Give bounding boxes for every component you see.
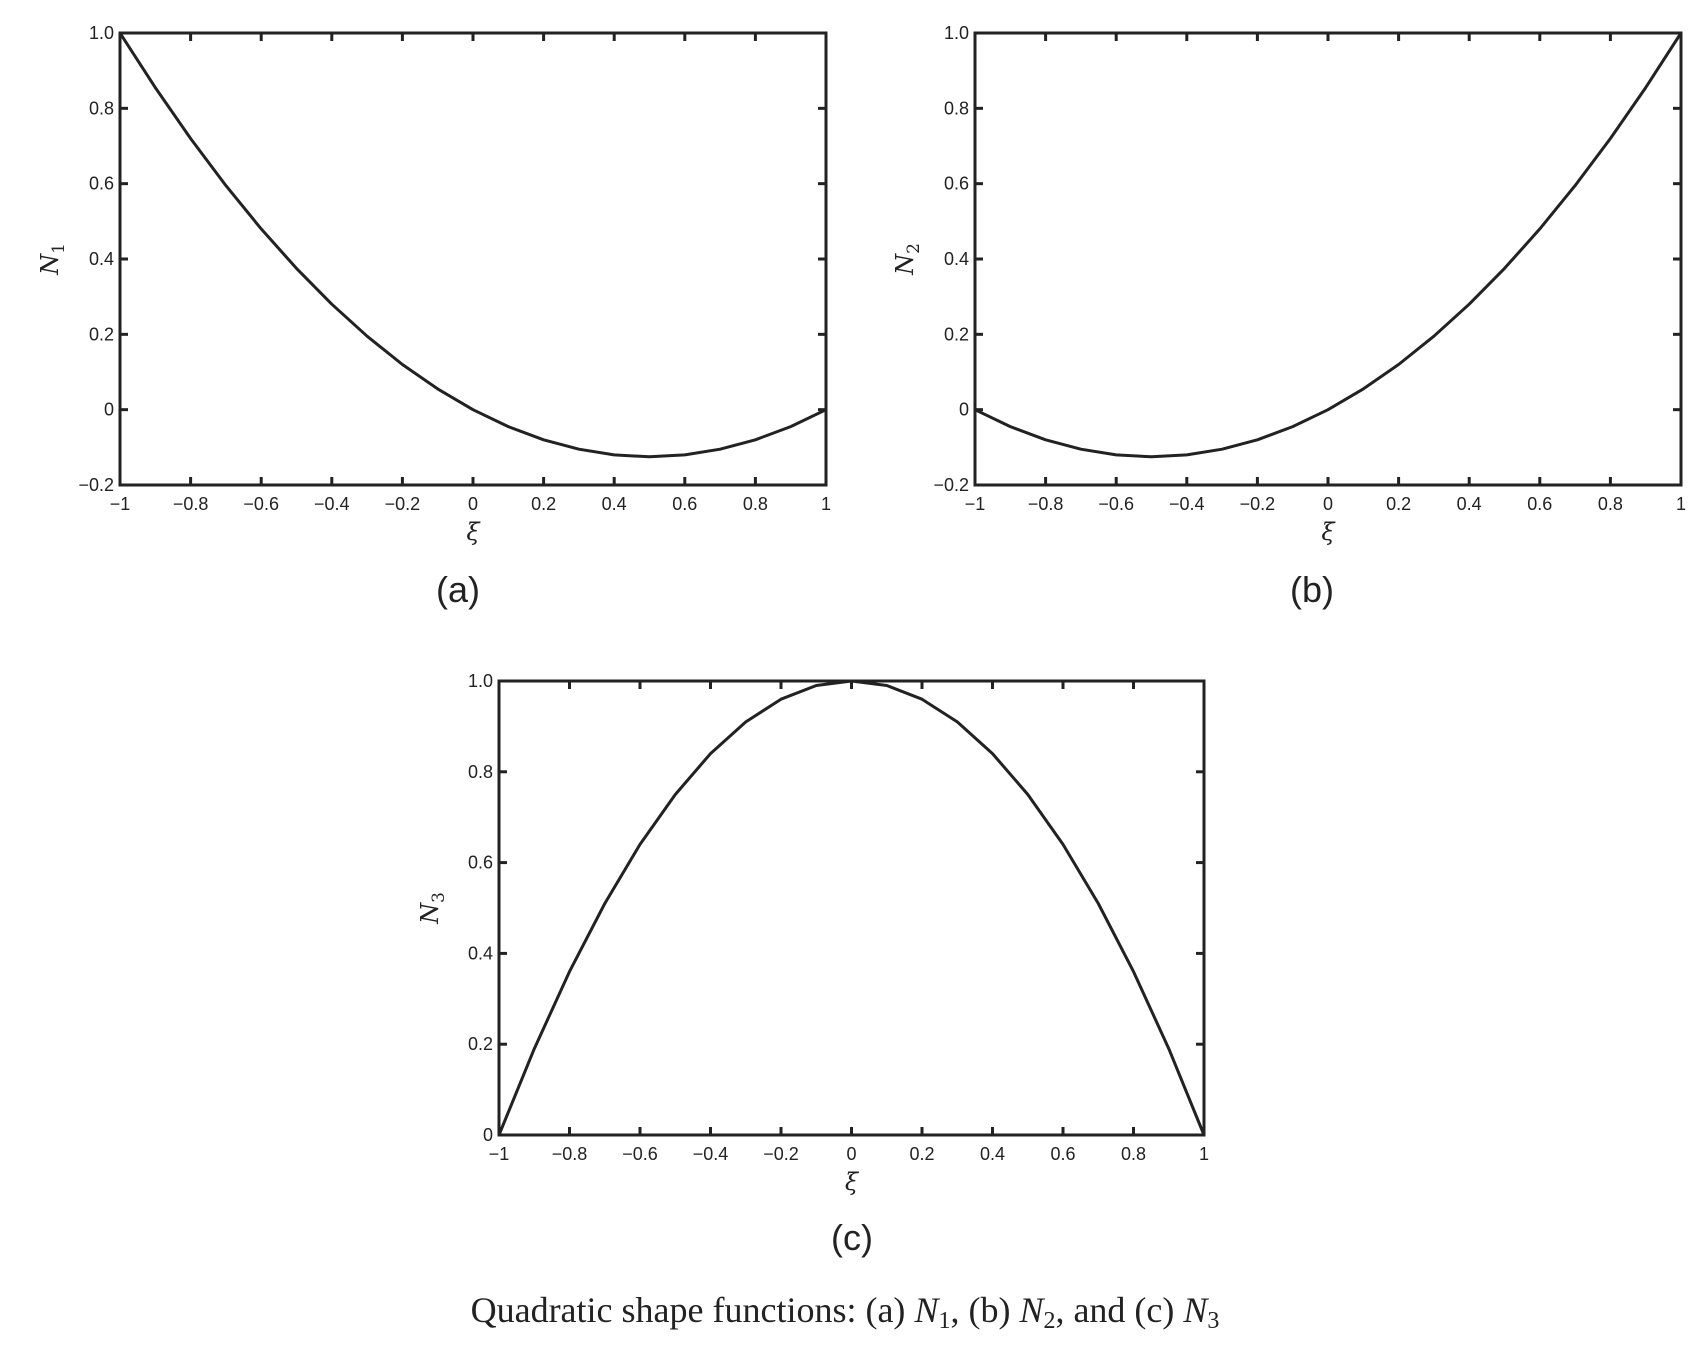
y-tick-label: 0.2 — [89, 324, 114, 344]
y-tick-label: −0.2 — [933, 475, 969, 495]
y-tick-label: 1.0 — [944, 23, 969, 43]
chart-panel-c: −1 −0.8 −0.6 −0.4 −0.2 0 0.2 0.4 0.6 0.8 1 0 0.2 0.4 0… — [416, 671, 1209, 1258]
plot-frame — [973, 31, 1683, 487]
figure-caption: Quadratic shape functions: (a) N1, (b) N… — [471, 1290, 1220, 1334]
y-tick-label: 0 — [959, 400, 969, 420]
y-tick-label: 0.2 — [468, 1034, 493, 1054]
y-tick-label: 0.8 — [89, 98, 114, 118]
x-tick-label: −0.2 — [385, 494, 421, 514]
x-tick-label: −0.4 — [314, 494, 350, 514]
caption-n3-sub: 3 — [1207, 1308, 1219, 1334]
caption-n1: N — [913, 1290, 940, 1330]
y-tick-label: 0.6 — [89, 174, 114, 194]
chart-panels: −1 −0.8 −0.6 −0.4 −0.2 0 0.2 0.4 0.6 0.8 1 −0.2 0 0.2… — [36, 23, 1686, 1258]
x-axis-label: ξ — [1321, 518, 1336, 546]
x-tick-label: −0.2 — [763, 1144, 799, 1164]
y-tick-label: 0.6 — [944, 174, 969, 194]
x-tick-label: −0.8 — [173, 494, 209, 514]
y-tick-label: 0.4 — [944, 249, 969, 269]
caption-n3: N — [1182, 1290, 1209, 1330]
x-tick-label: −0.6 — [622, 1144, 658, 1164]
caption-n2-sub: 2 — [1043, 1308, 1055, 1334]
y-tick-label: 0.6 — [468, 853, 493, 873]
caption-mid1: , (b) — [950, 1290, 1019, 1330]
y-axis-label: N2 — [891, 243, 924, 276]
x-tick-label: 0.2 — [531, 494, 556, 514]
series-line — [497, 679, 1206, 1136]
x-tick-label: 1 — [1676, 494, 1686, 514]
y-tick-label: 0 — [104, 400, 114, 420]
x-tick-label: 0.6 — [1527, 494, 1552, 514]
x-tick-label: −0.4 — [693, 1144, 729, 1164]
x-axis-label: ξ — [466, 518, 481, 546]
x-tick-label: −0.6 — [1098, 494, 1134, 514]
x-tick-label: 0.8 — [1121, 1144, 1146, 1164]
x-tick-label: 0.6 — [672, 494, 697, 514]
series-line — [118, 32, 827, 459]
x-tick-label: 0 — [1323, 494, 1333, 514]
x-tick-label: −0.2 — [1240, 494, 1276, 514]
x-tick-label: 1 — [1199, 1144, 1209, 1164]
panel-label: (a) — [436, 569, 480, 610]
y-tick-label: 0.8 — [944, 98, 969, 118]
x-tick-label: −0.8 — [1028, 494, 1064, 514]
panel-label: (c) — [831, 1217, 873, 1258]
x-tick-label: 0.4 — [602, 494, 627, 514]
caption-mid2: , and (c) — [1055, 1290, 1183, 1330]
x-tick-label: 0.6 — [1050, 1144, 1075, 1164]
caption-n1-sub: 1 — [938, 1308, 950, 1334]
caption-prefix: Quadratic shape functions: (a) — [471, 1290, 915, 1330]
x-tick-label: −0.6 — [243, 494, 279, 514]
plot-frame — [497, 679, 1206, 1137]
x-tick-label: 0.2 — [909, 1144, 934, 1164]
y-tick-label: 1.0 — [468, 671, 493, 691]
x-tick-label: 0.8 — [1598, 494, 1623, 514]
y-axis-label: N1 — [36, 243, 69, 276]
x-tick-label: 1 — [821, 494, 831, 514]
x-tick-label: 0.2 — [1386, 494, 1411, 514]
chart-panel-b: −1 −0.8 −0.6 −0.4 −0.2 0 0.2 0.4 0.6 0.8 1 −0.2 0 0.2… — [891, 23, 1686, 610]
x-tick-label: 0.8 — [743, 494, 768, 514]
x-tick-label: −1 — [965, 494, 986, 514]
caption-n2: N — [1018, 1290, 1045, 1330]
x-tick-label: 0.4 — [980, 1144, 1005, 1164]
chart-panel-a: −1 −0.8 −0.6 −0.4 −0.2 0 0.2 0.4 0.6 0.8 1 −0.2 0 0.2… — [36, 23, 831, 610]
y-tick-label: 0 — [483, 1125, 493, 1145]
x-tick-label: −1 — [110, 494, 131, 514]
x-axis-label: ξ — [845, 1168, 860, 1196]
y-axis-label: N3 — [416, 892, 449, 925]
x-tick-label: −0.8 — [552, 1144, 588, 1164]
y-tick-label: 1.0 — [89, 23, 114, 43]
series-line — [974, 32, 1683, 459]
x-tick-label: 0.4 — [1457, 494, 1482, 514]
x-tick-label: 0 — [468, 494, 478, 514]
y-tick-label: 0.2 — [944, 324, 969, 344]
x-tick-label: −0.4 — [1169, 494, 1205, 514]
y-tick-label: 0.8 — [468, 762, 493, 782]
panel-label: (b) — [1290, 569, 1334, 610]
y-tick-label: −0.2 — [78, 475, 114, 495]
x-tick-label: −1 — [489, 1144, 510, 1164]
plot-frame — [118, 31, 828, 487]
y-tick-label: 0.4 — [89, 249, 114, 269]
x-tick-label: 0 — [846, 1144, 856, 1164]
y-tick-label: 0.4 — [468, 943, 493, 963]
